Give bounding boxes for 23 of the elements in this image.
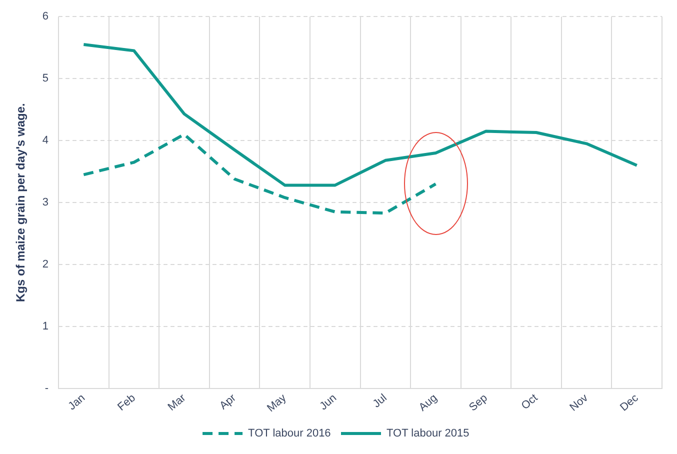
x-tick-label: Dec (618, 392, 642, 414)
x-tick-label: Feb (116, 392, 138, 414)
x-tick-label: Sep (467, 392, 490, 414)
x-tick-label: Nov (568, 392, 591, 414)
x-tick-label: Oct (519, 392, 540, 412)
y-tick-label: 4 (42, 134, 49, 147)
y-axis-title: Kgs of maize grain per day's wage. (14, 103, 28, 302)
x-tick-label: Jun (318, 392, 339, 413)
y-tick-label: 6 (42, 10, 49, 23)
x-tick-label: Jan (66, 392, 88, 413)
y-tick-label: 5 (42, 72, 49, 85)
x-tick-label: Jul (370, 392, 390, 410)
y-tick-label: 1 (42, 320, 49, 333)
x-tick-label: Mar (166, 392, 188, 414)
x-tick-label: Aug (416, 392, 440, 414)
x-tick-label: Apr (218, 392, 239, 412)
x-tick-label: May (265, 392, 290, 415)
legend-label: TOT labour 2016 (248, 428, 331, 440)
y-tick-label: 2 (42, 258, 49, 271)
y-tick-label: 3 (42, 196, 49, 209)
legend-label: TOT labour 2015 (386, 428, 470, 440)
line-series (82, 132, 438, 215)
y-tick-label: - (44, 382, 49, 395)
